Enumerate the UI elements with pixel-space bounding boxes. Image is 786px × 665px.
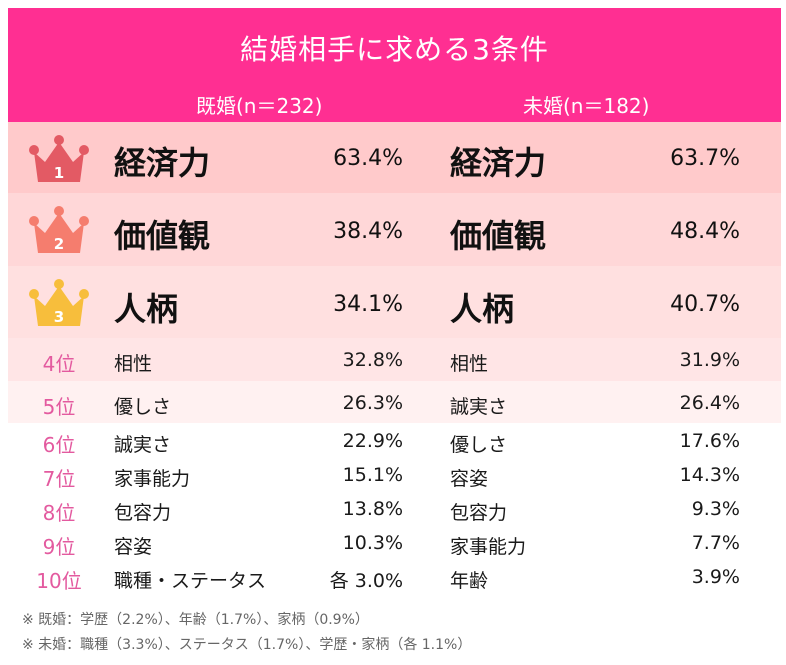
rank-row-10: 10位 職種・ステータス 各 3.0% 年齢 3.9% xyxy=(8,561,781,595)
unmarried-item-label: 家事能力 xyxy=(450,536,527,558)
married-item-pct: 10.3% xyxy=(342,532,403,554)
unmarried-item-label: 価値観 xyxy=(450,217,547,255)
married-item-label: 職種・ステータス xyxy=(114,570,267,592)
married-item-label: 誠実さ xyxy=(114,434,172,456)
married-column-header: 既婚(n＝232) xyxy=(196,94,323,118)
rank-label: 9位 xyxy=(42,535,76,559)
rank-row-9: 9位 容姿 10.3% 家事能力 7.7% xyxy=(8,527,781,561)
rank-row-2: 2 価値観 38.4% 価値観 48.4% xyxy=(8,193,781,266)
married-item-label: 経済力 xyxy=(114,144,211,182)
svg-text:3: 3 xyxy=(54,308,64,326)
married-item-pct: 34.1% xyxy=(333,292,403,317)
unmarried-item-label: 年齢 xyxy=(450,570,489,592)
married-item-label: 人柄 xyxy=(114,290,179,328)
unmarried-item-pct: 26.4% xyxy=(679,392,740,414)
unmarried-column-header: 未婚(n＝182) xyxy=(523,94,650,118)
crown-rank-2-icon: 2 xyxy=(28,205,90,255)
married-item-pct: 38.4% xyxy=(333,219,403,244)
rank-row-4: 4位 相性 32.8% 相性 31.9% xyxy=(8,338,781,381)
crown-rank-1-icon: 1 xyxy=(28,134,90,184)
rank-label: 8位 xyxy=(42,501,76,525)
unmarried-item-pct: 31.9% xyxy=(679,349,740,371)
married-item-label: 包容力 xyxy=(114,502,172,524)
married-item-label: 優しさ xyxy=(114,396,172,418)
unmarried-item-pct: 7.7% xyxy=(691,532,740,554)
married-item-pct: 26.3% xyxy=(342,392,403,414)
unmarried-item-label: 優しさ xyxy=(450,434,508,456)
rank-row-5: 5位 優しさ 26.3% 誠実さ 26.4% xyxy=(8,381,781,423)
married-item-pct: 13.8% xyxy=(342,498,403,520)
unmarried-item-label: 誠実さ xyxy=(450,396,508,418)
page-title: 結婚相手に求める3条件 xyxy=(240,33,549,66)
rank-row-8: 8位 包容力 13.8% 包容力 9.3% xyxy=(8,493,781,527)
married-item-pct: 32.8% xyxy=(342,349,403,371)
unmarried-item-pct: 17.6% xyxy=(679,430,740,452)
svg-text:2: 2 xyxy=(54,235,64,253)
unmarried-item-pct: 40.7% xyxy=(670,292,740,317)
married-item-pct: 15.1% xyxy=(342,464,403,486)
rank-label: 6位 xyxy=(42,433,76,457)
married-item-label: 相性 xyxy=(114,353,153,375)
unmarried-item-pct: 48.4% xyxy=(670,219,740,244)
married-item-label: 容姿 xyxy=(114,536,153,558)
rank-row-1: 1 経済力 63.4% 経済力 63.7% xyxy=(8,122,781,193)
rank-label: 7位 xyxy=(42,467,76,491)
unmarried-item-label: 人柄 xyxy=(450,290,515,328)
unmarried-item-label: 相性 xyxy=(450,353,489,375)
unmarried-item-label: 包容力 xyxy=(450,502,508,524)
married-item-pct: 63.4% xyxy=(333,146,403,171)
married-item-pct: 各 3.0% xyxy=(329,570,403,592)
married-item-pct: 22.9% xyxy=(342,430,403,452)
unmarried-item-pct: 9.3% xyxy=(691,498,740,520)
rank-label: 4位 xyxy=(42,352,76,376)
rank-label: 5位 xyxy=(42,395,76,419)
svg-text:1: 1 xyxy=(54,164,64,182)
married-item-label: 家事能力 xyxy=(114,468,191,490)
crown-rank-3-icon: 3 xyxy=(28,278,90,328)
rank-label: 10位 xyxy=(36,569,82,593)
unmarried-item-pct: 14.3% xyxy=(679,464,740,486)
unmarried-item-label: 経済力 xyxy=(450,144,547,182)
unmarried-item-pct: 3.9% xyxy=(691,566,740,588)
rank-row-3: 3 人柄 34.1% 人柄 40.7% xyxy=(8,266,781,338)
married-item-label: 価値観 xyxy=(114,217,211,255)
rank-row-7: 7位 家事能力 15.1% 容姿 14.3% xyxy=(8,459,781,493)
unmarried-item-pct: 63.7% xyxy=(670,146,740,171)
header-banner: 結婚相手に求める3条件 既婚(n＝232) 未婚(n＝182) xyxy=(8,8,781,122)
footnote-unmarried: ※ 未婚：職種（3.3%）、ステータス（1.7%）、学歴・家柄（各 1.1%） xyxy=(22,637,472,653)
footnote-married: ※ 既婚：学歴（2.2%）、年齢（1.7%）、家柄（0.9%） xyxy=(22,612,369,628)
rank-row-6: 6位 誠実さ 22.9% 優しさ 17.6% xyxy=(8,425,781,459)
unmarried-item-label: 容姿 xyxy=(450,468,489,490)
